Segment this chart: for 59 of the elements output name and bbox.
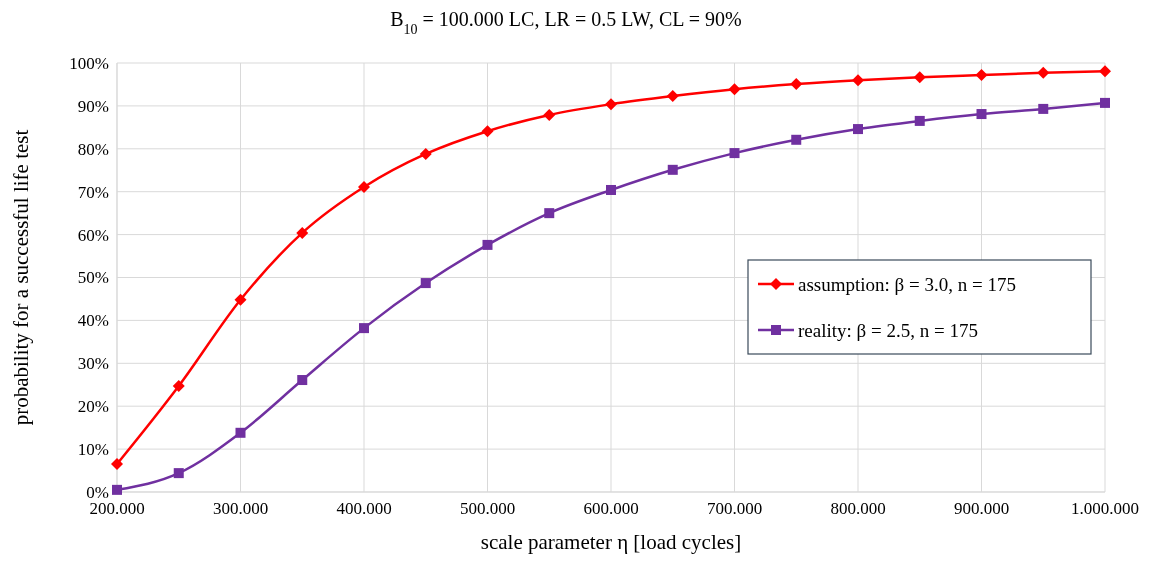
point	[544, 208, 555, 219]
point	[729, 148, 740, 159]
point	[358, 180, 370, 193]
point	[481, 125, 494, 138]
point	[605, 98, 617, 111]
x-tick-label: 700.000	[706, 499, 763, 518]
point	[728, 83, 741, 96]
y-tick-label: 100%	[69, 53, 109, 73]
point	[359, 323, 369, 334]
point	[1037, 66, 1050, 79]
x-tick-label: 900.000	[953, 499, 1010, 518]
point	[543, 108, 556, 121]
legend-label: assumption: β = 3.0, n = 175	[798, 273, 1016, 295]
point	[914, 115, 925, 126]
point	[1099, 65, 1111, 78]
point	[976, 109, 987, 120]
point	[420, 278, 431, 289]
point	[235, 427, 246, 438]
point	[606, 184, 616, 195]
legend-label: reality: β = 2.5, n = 175	[798, 319, 978, 341]
point	[852, 74, 864, 87]
x-tick-label: 800.000	[830, 499, 886, 518]
point	[112, 484, 122, 495]
y-axis-title: probability for a successful life test	[9, 129, 33, 426]
y-tick-label: 10%	[77, 440, 109, 460]
point	[172, 380, 185, 393]
point	[1038, 103, 1049, 114]
point	[913, 71, 926, 84]
y-tick-label: 40%	[77, 311, 109, 331]
x-tick-label: 500.000	[459, 499, 516, 518]
chart-title: B$_{10}$ = 100.000 LC, LR = 0.5 LW, CL = 90%	[390, 8, 742, 37]
point	[419, 147, 432, 160]
y-tick-label: 30%	[77, 354, 109, 374]
x-tick-label: 600.000	[583, 499, 639, 518]
y-tick-label: 0%	[86, 482, 109, 502]
point	[791, 134, 802, 145]
x-tick-label: 400.000	[336, 499, 392, 518]
point	[234, 293, 247, 306]
point	[853, 124, 863, 135]
y-tick-label: 70%	[77, 182, 109, 202]
y-tick-label: 90%	[77, 96, 109, 116]
point	[1100, 97, 1110, 108]
point	[173, 468, 184, 479]
point	[482, 239, 493, 250]
point	[666, 90, 679, 103]
point	[296, 226, 309, 239]
y-tick-label: 60%	[77, 225, 109, 245]
point	[975, 69, 988, 82]
x-axis-title: scale parameter η [load cycles]	[480, 530, 742, 554]
x-tick-label: 1.000.000	[1071, 499, 1139, 518]
x-tick-label: 300.000	[212, 499, 269, 518]
point	[790, 78, 803, 91]
point	[667, 164, 678, 175]
point	[111, 458, 123, 471]
y-tick-label: 20%	[77, 397, 109, 417]
point	[297, 375, 308, 386]
y-tick-label: 80%	[77, 139, 109, 159]
y-tick-label: 50%	[77, 268, 109, 288]
x-tick-label: 200.000	[89, 499, 145, 518]
